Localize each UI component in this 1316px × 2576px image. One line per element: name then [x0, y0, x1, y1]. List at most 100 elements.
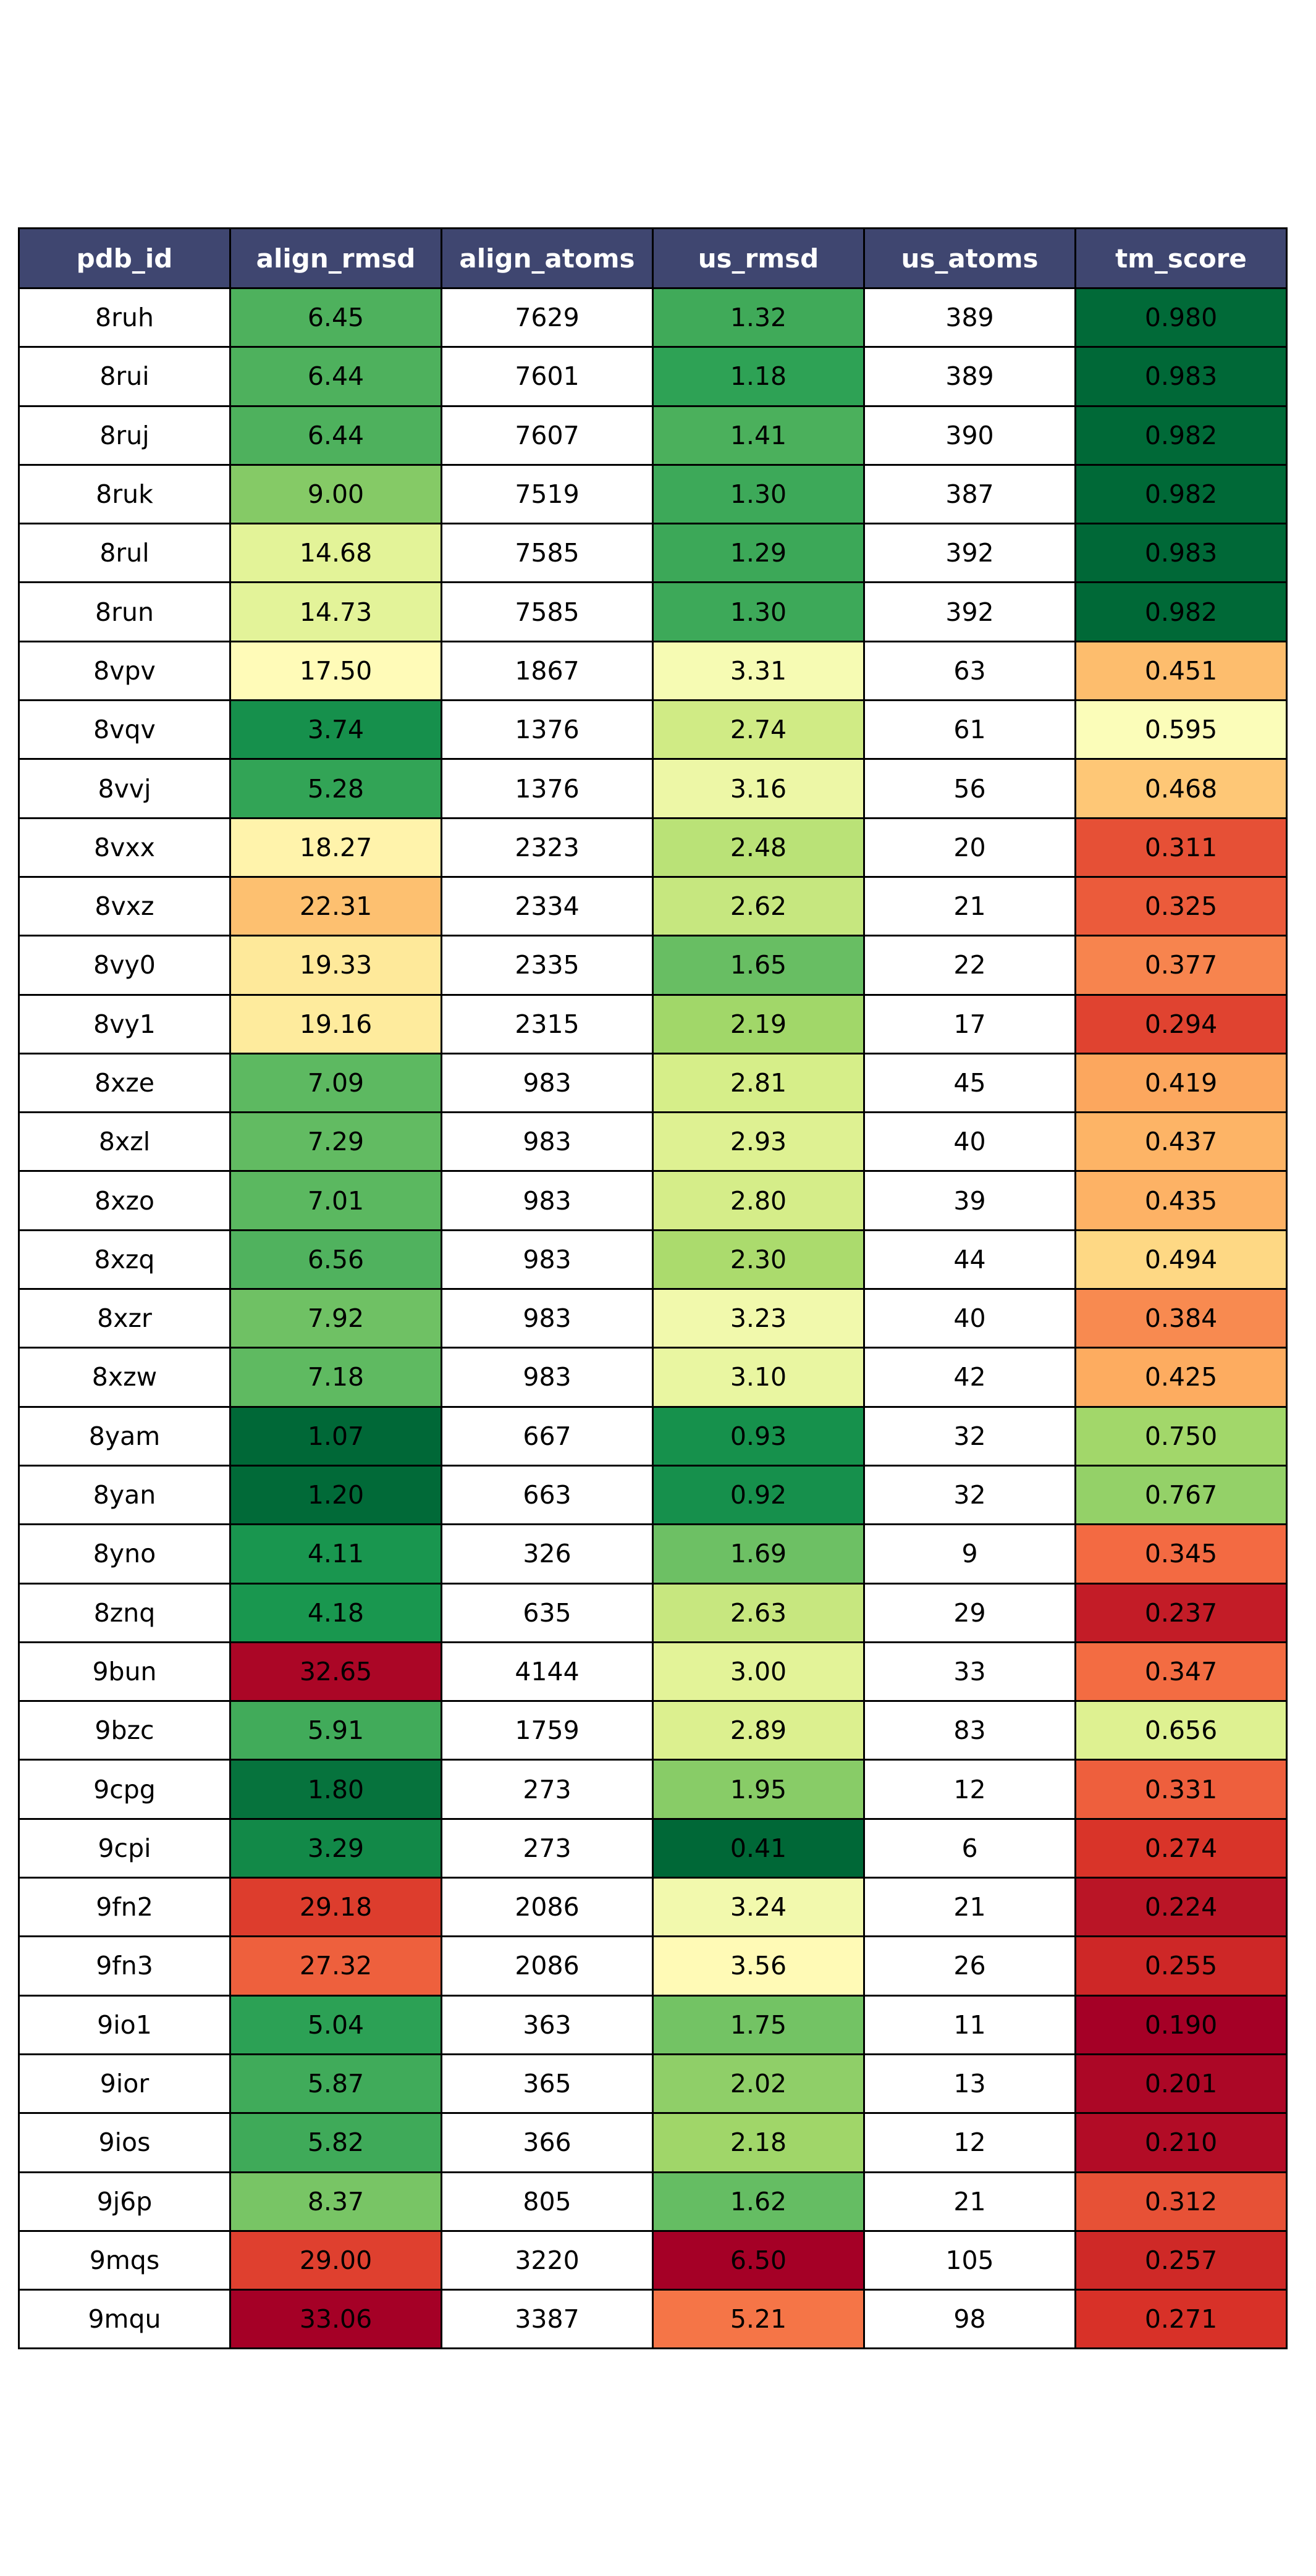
cell-us-rmsd: 3.10: [652, 1347, 865, 1408]
cell-align-rmsd: 7.01: [229, 1170, 442, 1231]
header-align-rmsd: align_rmsd: [229, 227, 442, 289]
cell-pdb-id: 9cpg: [18, 1759, 231, 1820]
cell-us-atoms: 12: [863, 1759, 1076, 1820]
cell-us-atoms: 32: [863, 1464, 1076, 1526]
cell-pdb-id: 8xzo: [18, 1170, 231, 1231]
cell-align-atoms: 7629: [441, 287, 654, 348]
cell-us-rmsd: 1.32: [652, 287, 865, 348]
cell-us-rmsd: 0.41: [652, 1817, 865, 1879]
cell-tm-score: 0.494: [1074, 1229, 1288, 1290]
cell-us-atoms: 39: [863, 1170, 1076, 1231]
cell-align-atoms: 2323: [441, 817, 654, 878]
cell-us-rmsd: 2.18: [652, 2112, 865, 2173]
cell-us-atoms: 63: [863, 640, 1076, 702]
cell-us-rmsd: 1.18: [652, 346, 865, 407]
cell-align-rmsd: 4.18: [229, 1582, 442, 1643]
cell-tm-score: 0.271: [1074, 2289, 1288, 2350]
cell-us-atoms: 83: [863, 1700, 1076, 1761]
cell-align-rmsd: 5.04: [229, 1994, 442, 2055]
cell-align-rmsd: 6.44: [229, 346, 442, 407]
cell-us-atoms: 61: [863, 699, 1076, 760]
cell-align-atoms: 3387: [441, 2289, 654, 2350]
cell-tm-score: 0.331: [1074, 1759, 1288, 1820]
cell-align-atoms: 7601: [441, 346, 654, 407]
table-row: 8ruh 6.45 7629 1.32 389 0.980: [18, 287, 1288, 348]
cell-us-atoms: 387: [863, 463, 1076, 525]
cell-tm-score: 0.425: [1074, 1347, 1288, 1408]
cell-align-rmsd: 1.07: [229, 1405, 442, 1467]
cell-us-rmsd: 2.74: [652, 699, 865, 760]
cell-us-atoms: 12: [863, 2112, 1076, 2173]
cell-us-rmsd: 2.02: [652, 2053, 865, 2115]
cell-align-atoms: 2086: [441, 1877, 654, 1938]
cell-align-atoms: 2315: [441, 993, 654, 1054]
cell-us-atoms: 21: [863, 1877, 1076, 1938]
cell-us-atoms: 389: [863, 287, 1076, 348]
cell-us-atoms: 11: [863, 1994, 1076, 2055]
cell-align-atoms: 635: [441, 1582, 654, 1643]
cell-align-rmsd: 3.74: [229, 699, 442, 760]
table-row: 8xzl 7.29 983 2.93 40 0.437: [18, 1111, 1288, 1172]
cell-align-rmsd: 5.91: [229, 1700, 442, 1761]
cell-us-atoms: 22: [863, 935, 1076, 996]
table-row: 8xzo 7.01 983 2.80 39 0.435: [18, 1170, 1288, 1231]
cell-tm-score: 0.419: [1074, 1052, 1288, 1114]
cell-tm-score: 0.656: [1074, 1700, 1288, 1761]
cell-pdb-id: 9mqs: [18, 2229, 231, 2291]
cell-us-rmsd: 1.95: [652, 1759, 865, 1820]
cell-align-rmsd: 4.11: [229, 1523, 442, 1585]
cell-pdb-id: 9fn2: [18, 1877, 231, 1938]
cell-align-atoms: 2335: [441, 935, 654, 996]
cell-align-atoms: 1376: [441, 758, 654, 819]
table-row: 8vxz 22.31 2334 2.62 21 0.325: [18, 875, 1288, 937]
cell-pdb-id: 8yno: [18, 1523, 231, 1585]
cell-us-atoms: 9: [863, 1523, 1076, 1585]
cell-tm-score: 0.377: [1074, 935, 1288, 996]
cell-tm-score: 0.468: [1074, 758, 1288, 819]
cell-align-atoms: 663: [441, 1464, 654, 1526]
cell-pdb-id: 8vy0: [18, 935, 231, 996]
cell-us-rmsd: 0.93: [652, 1405, 865, 1467]
table-row: 9fn3 27.32 2086 3.56 26 0.255: [18, 1935, 1288, 1997]
cell-us-rmsd: 1.75: [652, 1994, 865, 2055]
cell-align-rmsd: 1.20: [229, 1464, 442, 1526]
cell-us-atoms: 98: [863, 2289, 1076, 2350]
cell-us-atoms: 17: [863, 993, 1076, 1054]
cell-pdb-id: 9io1: [18, 1994, 231, 2055]
cell-pdb-id: 8vvj: [18, 758, 231, 819]
cell-us-atoms: 40: [863, 1288, 1076, 1349]
cell-pdb-id: 8yam: [18, 1405, 231, 1467]
cell-pdb-id: 8xzw: [18, 1347, 231, 1408]
cell-pdb-id: 8xzq: [18, 1229, 231, 1290]
cell-us-rmsd: 1.62: [652, 2171, 865, 2232]
cell-align-rmsd: 5.82: [229, 2112, 442, 2173]
cell-us-rmsd: 3.00: [652, 1641, 865, 1703]
cell-align-rmsd: 5.28: [229, 758, 442, 819]
cell-pdb-id: 8znq: [18, 1582, 231, 1643]
cell-align-rmsd: 32.65: [229, 1641, 442, 1703]
table-body: 8ruh 6.45 7629 1.32 389 0.980 8rui 6.44 7601 1.18…: [18, 287, 1288, 2350]
cell-us-atoms: 20: [863, 817, 1076, 878]
cell-pdb-id: 9j6p: [18, 2171, 231, 2232]
cell-pdb-id: 9ios: [18, 2112, 231, 2173]
cell-pdb-id: 9ior: [18, 2053, 231, 2115]
table-row: 8run 14.73 7585 1.30 392 0.982: [18, 581, 1288, 642]
cell-tm-score: 0.347: [1074, 1641, 1288, 1703]
cell-us-atoms: 44: [863, 1229, 1076, 1290]
cell-tm-score: 0.210: [1074, 2112, 1288, 2173]
cell-us-rmsd: 1.65: [652, 935, 865, 996]
cell-us-rmsd: 3.24: [652, 1877, 865, 1938]
cell-pdb-id: 8vqv: [18, 699, 231, 760]
cell-align-rmsd: 19.16: [229, 993, 442, 1054]
cell-tm-score: 0.982: [1074, 405, 1288, 466]
cell-tm-score: 0.980: [1074, 287, 1288, 348]
cell-us-rmsd: 3.23: [652, 1288, 865, 1349]
cell-align-atoms: 273: [441, 1759, 654, 1820]
table-row: 8yam 1.07 667 0.93 32 0.750: [18, 1405, 1288, 1467]
cell-align-atoms: 273: [441, 1817, 654, 1879]
cell-align-atoms: 2086: [441, 1935, 654, 1997]
table-row: 8xzr 7.92 983 3.23 40 0.384: [18, 1288, 1288, 1349]
cell-align-rmsd: 7.09: [229, 1052, 442, 1114]
cell-align-atoms: 7607: [441, 405, 654, 466]
cell-us-atoms: 105: [863, 2229, 1076, 2291]
